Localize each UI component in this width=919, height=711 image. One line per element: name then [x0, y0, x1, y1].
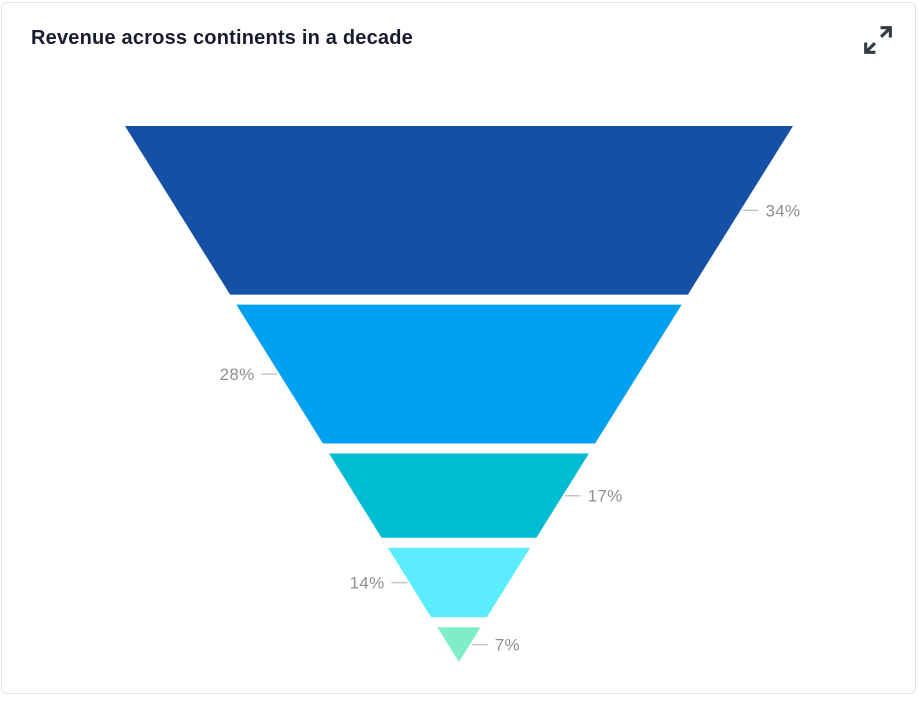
expand-arrows-icon — [861, 23, 895, 57]
chart-title: Revenue across continents in a decade — [31, 27, 413, 49]
funnel-segment-17%[interactable] — [329, 453, 589, 538]
funnel-segment-7%[interactable] — [437, 627, 481, 662]
funnel-segment-28%[interactable] — [236, 304, 682, 444]
funnel-segment-34%[interactable] — [125, 126, 793, 295]
expand-button[interactable] — [859, 21, 897, 59]
funnel-segment-14%[interactable] — [387, 547, 531, 618]
